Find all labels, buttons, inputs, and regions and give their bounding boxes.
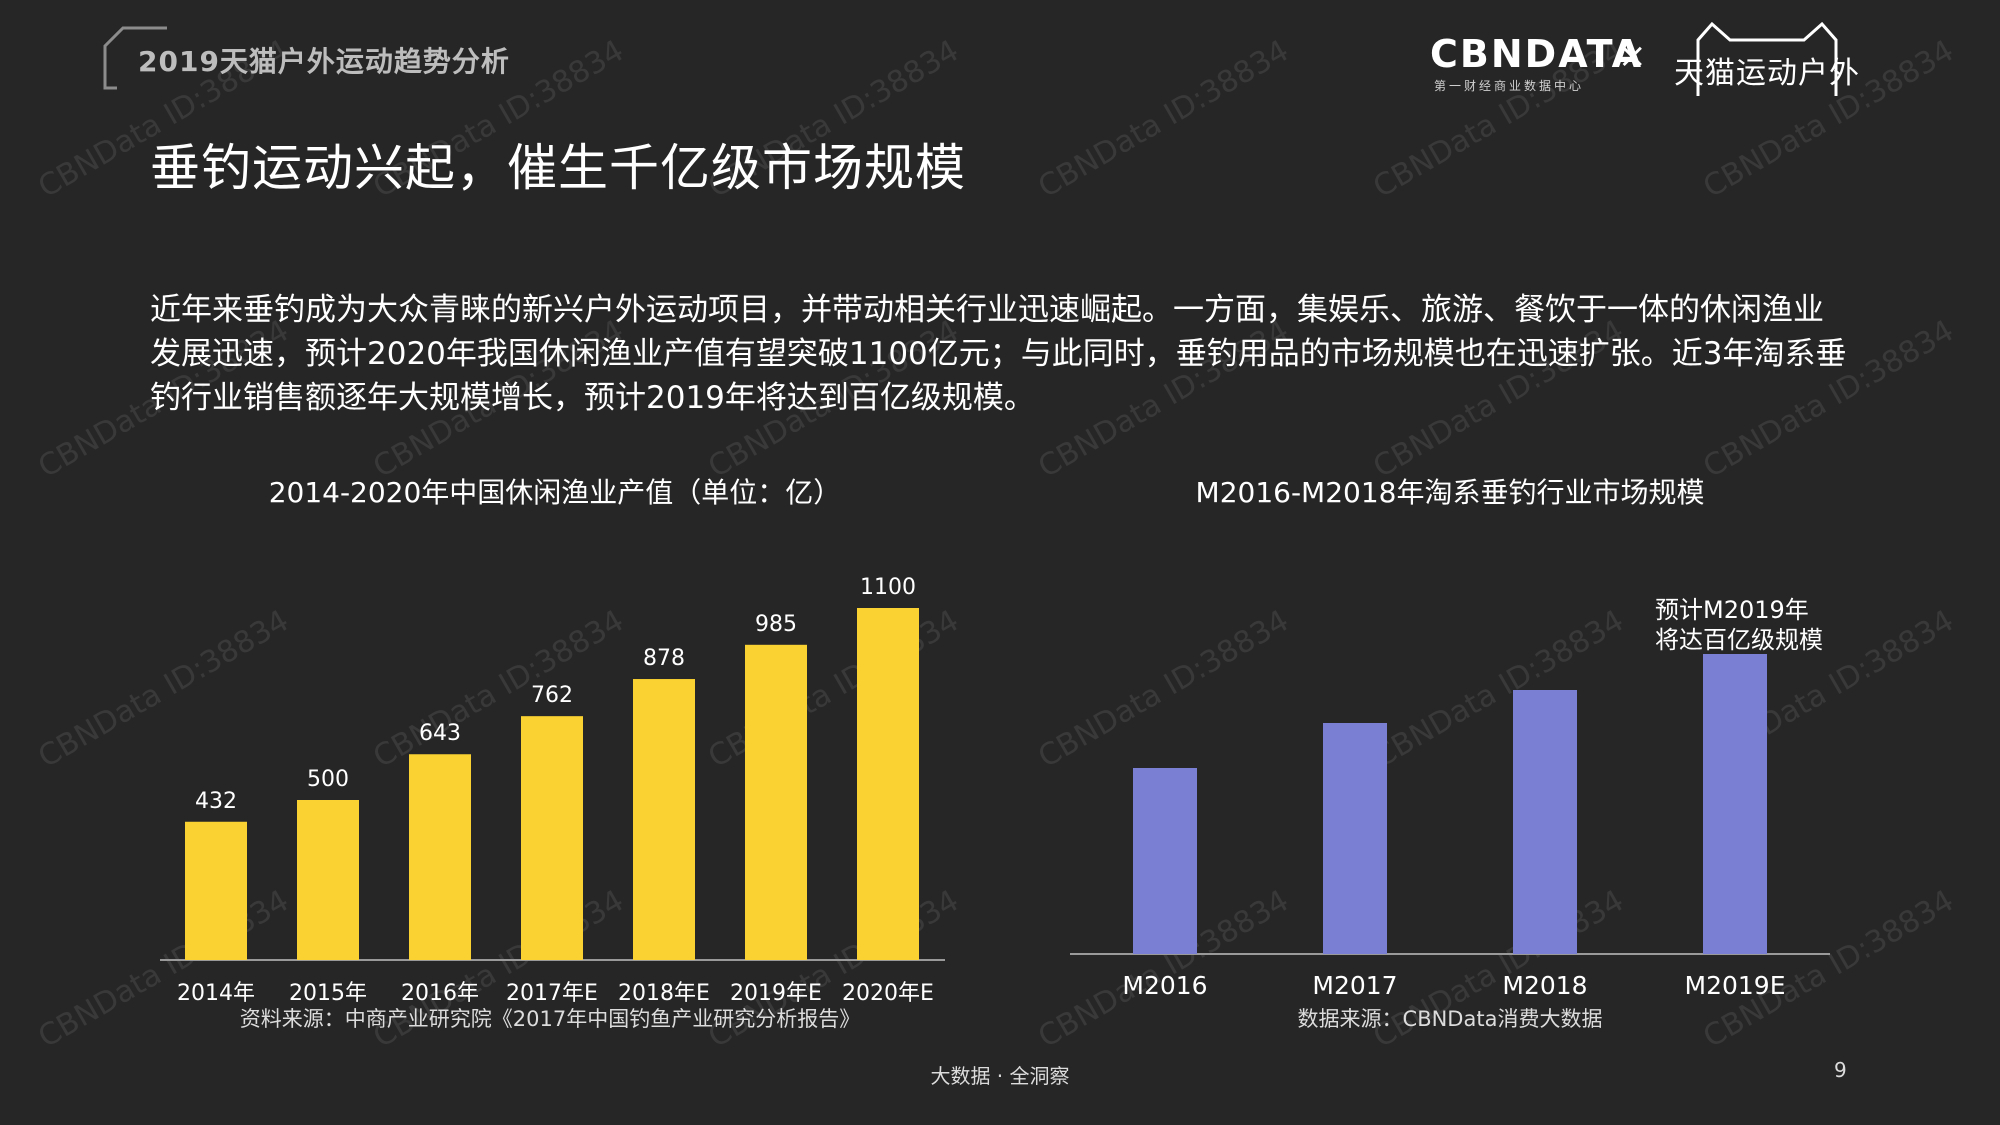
- cbndata-logo: CBNDATA: [1430, 32, 1644, 76]
- bar-annotation: 预计M2019年: [1655, 596, 1809, 624]
- cbndata-logo-subtitle: 第一财经商业数据中心: [1434, 79, 1585, 93]
- page-heading: 垂钓运动兴起，催生千亿级市场规模: [150, 139, 966, 197]
- bar-annotation: 将达百亿级规模: [1655, 626, 1823, 654]
- chart-title: M2016-M2018年淘系垂钓行业市场规模: [1195, 476, 1705, 509]
- chart-title: 2014-2020年中国休闲渔业产值（单位：亿）: [268, 476, 842, 509]
- corner-bracket-icon: [103, 26, 167, 90]
- bar-value-label: 1100: [860, 575, 916, 600]
- page-number: 9: [1834, 1058, 1847, 1082]
- x-tick-label: 2017年E: [506, 981, 598, 1006]
- bar: [1133, 768, 1197, 954]
- bar-value-label: 985: [755, 612, 797, 637]
- bar: [185, 821, 247, 960]
- bar-value-label: 500: [307, 767, 349, 792]
- chart-source-right: 数据来源：CBNData消费大数据: [1297, 1007, 1603, 1031]
- report-title: 2019天猫户外运动趋势分析: [138, 45, 510, 78]
- fishery-output-bars: 432 2014年 500 2015年 643 2016年 762 2017年E 878 2018…: [160, 575, 945, 1006]
- bar-value-label: 432: [195, 789, 237, 814]
- footer-slogan: 大数据 · 全洞察: [930, 1064, 1070, 1088]
- x-tick-label: M2016: [1122, 971, 1207, 1000]
- bar: [521, 716, 583, 960]
- bar: [857, 608, 919, 960]
- tmall-logo: 天猫运动户外: [1668, 21, 1866, 102]
- x-tick-label: 2020年E: [842, 981, 934, 1006]
- fishery-output-chart: 2014-2020年中国休闲渔业产值（单位：亿） 432 2014年 500 2015…: [150, 465, 960, 1045]
- logo-area: CBNDATA 第一财经商业数据中心 × 天猫运动户外: [1430, 21, 1870, 102]
- watermark: CBNData ID:38834: [1032, 33, 1295, 205]
- x-tick-label: M2018: [1502, 971, 1587, 1000]
- bar: [1513, 690, 1577, 954]
- bar-value-label: 762: [531, 683, 573, 708]
- x-tick-label: M2017: [1312, 971, 1397, 1000]
- x-tick-label: M2019E: [1685, 971, 1786, 1000]
- x-tick-label: 2018年E: [618, 981, 710, 1006]
- intro-paragraph: 近年来垂钓成为大众青睐的新兴户外运动项目，并带动相关行业迅速崛起。一方面，集娱乐…: [150, 292, 1847, 416]
- fishing-market-chart: M2016-M2018年淘系垂钓行业市场规模 M2016 M2017 M2018 M2…: [1060, 465, 1840, 1045]
- chart-source-left: 资料来源：中商产业研究院《2017年中国钓鱼产业研究分析报告》: [239, 1007, 861, 1031]
- bar: [633, 679, 695, 960]
- bar: [409, 754, 471, 960]
- bar-value-label: 878: [643, 646, 685, 671]
- bar: [1703, 654, 1767, 954]
- tmall-cat-outline-icon: [1696, 21, 1838, 96]
- x-tick-label: 2016年: [401, 981, 479, 1006]
- x-tick-label: 2019年E: [730, 981, 822, 1006]
- x-tick-label: 2014年: [177, 981, 255, 1006]
- cross-icon: ×: [1618, 36, 1647, 76]
- bar: [745, 644, 807, 960]
- tmall-logo-text: 天猫运动户外: [1674, 56, 1860, 91]
- x-tick-label: 2015年: [289, 981, 367, 1006]
- bar: [297, 800, 359, 960]
- bar: [1323, 723, 1387, 954]
- bar-value-label: 643: [419, 721, 461, 746]
